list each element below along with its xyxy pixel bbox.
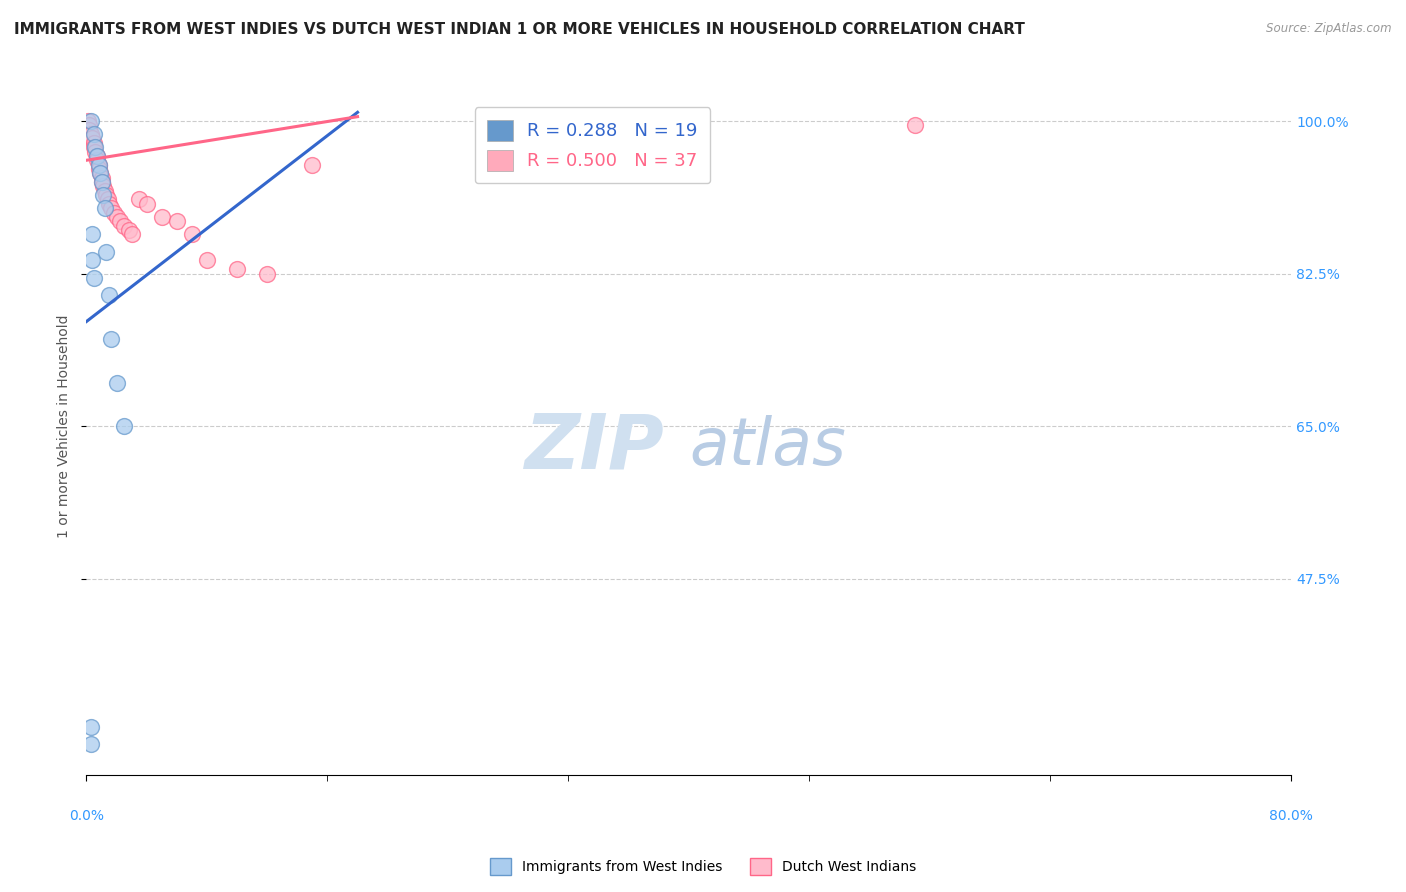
Point — [89, 166, 111, 180]
Point — [80, 127, 103, 141]
Point — [89, 166, 111, 180]
Text: 80.0%: 80.0% — [1270, 809, 1313, 823]
Point — [90, 170, 112, 185]
Point — [86, 149, 108, 163]
Point — [100, 332, 122, 346]
Point — [83, 271, 105, 285]
Point — [80, 737, 103, 751]
Point — [77, 114, 100, 128]
Point — [77, 119, 100, 133]
Point — [256, 267, 278, 281]
Point — [84, 140, 107, 154]
Point — [82, 253, 104, 268]
Text: atlas: atlas — [689, 415, 845, 479]
Point — [79, 122, 101, 136]
Text: Source: ZipAtlas.com: Source: ZipAtlas.com — [1267, 22, 1392, 36]
Point — [105, 376, 128, 390]
Point — [87, 158, 110, 172]
Point — [82, 227, 104, 242]
Point — [121, 227, 143, 242]
Point — [86, 149, 108, 163]
Point — [82, 131, 104, 145]
Point — [98, 197, 121, 211]
Point — [93, 201, 115, 215]
Point — [301, 158, 323, 172]
Point — [117, 223, 139, 237]
Point — [86, 153, 108, 168]
Text: IMMIGRANTS FROM WEST INDIES VS DUTCH WEST INDIAN 1 OR MORE VEHICLES IN HOUSEHOLD: IMMIGRANTS FROM WEST INDIES VS DUTCH WES… — [14, 22, 1025, 37]
Point — [105, 210, 128, 224]
Point — [180, 227, 202, 242]
Point — [93, 184, 115, 198]
Point — [150, 210, 173, 224]
Point — [112, 419, 135, 434]
Point — [87, 161, 110, 176]
Point — [904, 119, 927, 133]
Y-axis label: 1 or more Vehicles in Household: 1 or more Vehicles in Household — [58, 314, 72, 538]
Point — [195, 253, 218, 268]
Point — [80, 114, 103, 128]
Point — [83, 140, 105, 154]
Point — [91, 179, 114, 194]
Point — [166, 214, 188, 228]
Point — [135, 197, 157, 211]
Point — [80, 720, 103, 734]
Point — [96, 193, 118, 207]
Point — [90, 175, 112, 189]
Point — [87, 158, 110, 172]
Point — [90, 175, 112, 189]
Point — [94, 244, 117, 259]
Point — [112, 219, 135, 233]
Point — [128, 193, 150, 207]
Point — [94, 188, 117, 202]
Point — [91, 188, 114, 202]
Legend: R = 0.288   N = 19, R = 0.500   N = 37: R = 0.288 N = 19, R = 0.500 N = 37 — [475, 107, 710, 184]
Point — [100, 201, 122, 215]
Point — [83, 127, 105, 141]
Point — [108, 214, 131, 228]
Point — [103, 205, 125, 219]
Text: 0.0%: 0.0% — [69, 809, 104, 823]
Point — [83, 136, 105, 150]
Point — [84, 145, 107, 159]
Legend: Immigrants from West Indies, Dutch West Indians: Immigrants from West Indies, Dutch West … — [484, 853, 922, 880]
Point — [98, 288, 121, 302]
Point — [226, 262, 249, 277]
Text: ZIP: ZIP — [524, 410, 665, 484]
